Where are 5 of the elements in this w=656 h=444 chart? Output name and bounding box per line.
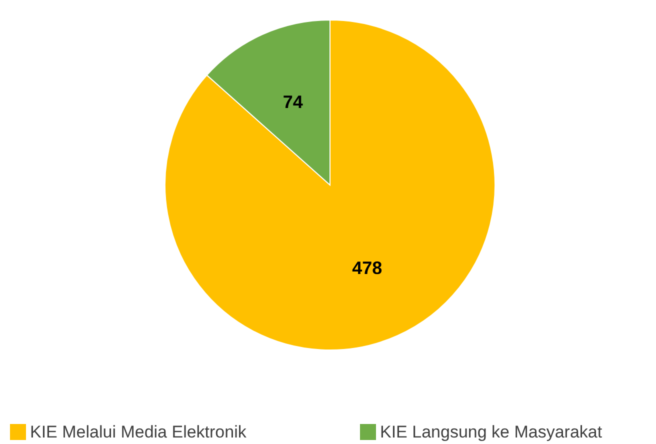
data-label: 74 <box>282 92 303 112</box>
legend-label: KIE Langsung ke Masyarakat <box>380 422 602 442</box>
pie-slice <box>164 20 496 350</box>
legend-label: KIE Melalui Media Elektronik <box>30 422 247 442</box>
data-label: 478 <box>352 258 382 278</box>
